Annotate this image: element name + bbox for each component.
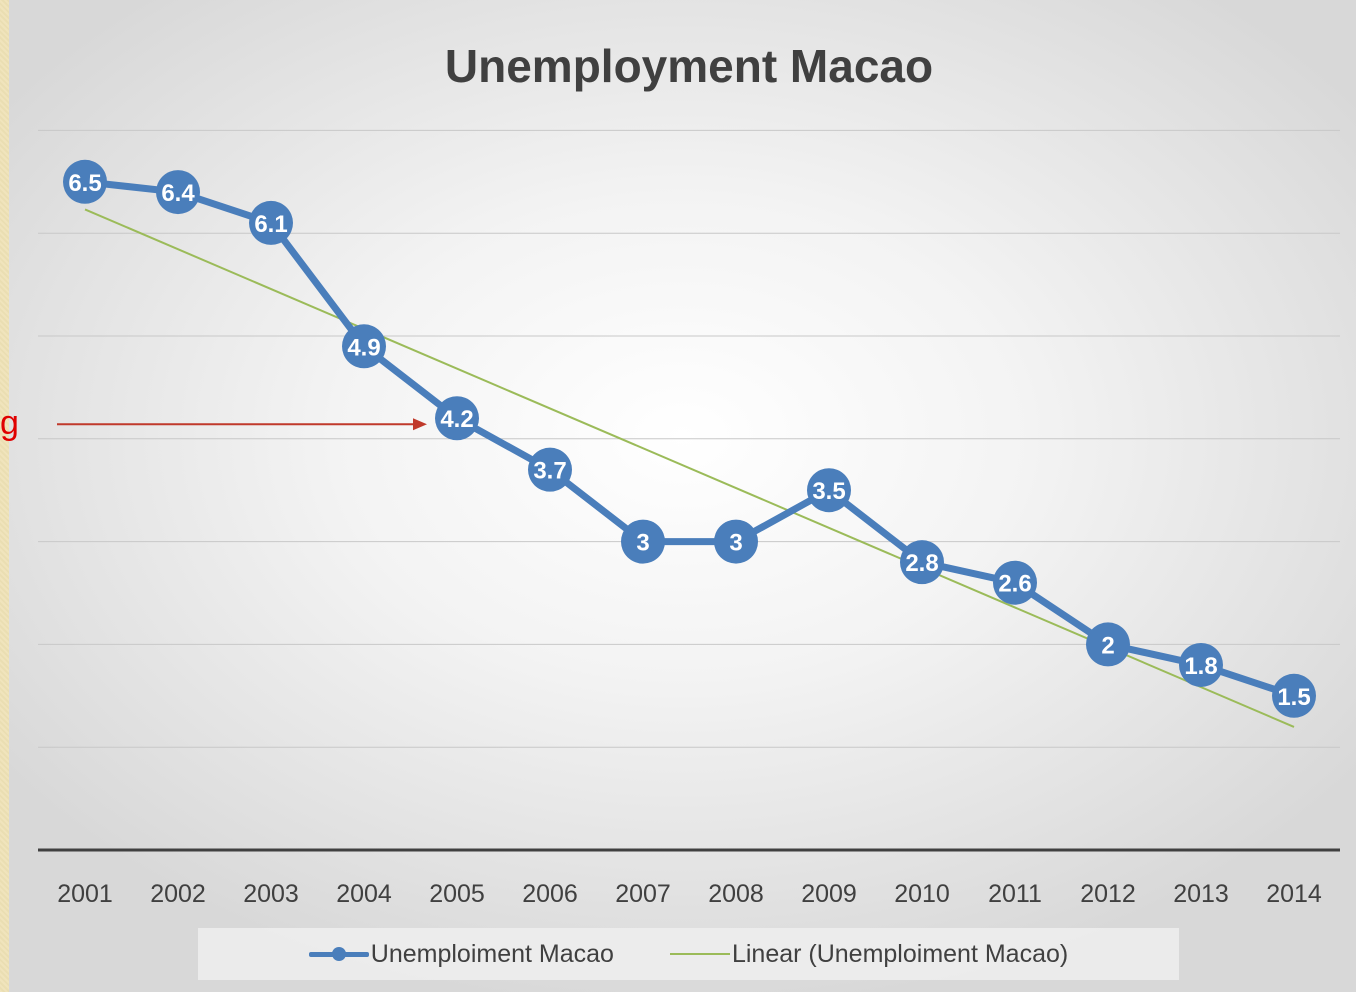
data-point (63, 159, 107, 204)
x-tick-label: 2005 (429, 880, 485, 908)
data-point (528, 447, 572, 492)
x-tick-label: 2007 (615, 880, 671, 908)
x-tick-label: 2013 (1173, 880, 1229, 908)
data-label: 4.9 (347, 334, 380, 361)
data-label: 2 (1101, 632, 1114, 659)
data-point (435, 396, 479, 441)
x-tick-label: 2012 (1080, 880, 1136, 908)
data-label: 3.7 (533, 458, 566, 485)
data-label: 6.5 (68, 170, 101, 197)
data-point (1086, 622, 1130, 667)
data-point (714, 519, 758, 564)
data-label: 1.8 (1184, 653, 1217, 680)
chart-panel (9, 0, 1356, 992)
data-point (1272, 673, 1316, 718)
data-point (249, 200, 293, 245)
legend-entry-series: Unemploiment Macao (308, 939, 614, 969)
legend-series-marker (308, 947, 369, 961)
data-point (807, 468, 851, 513)
legend-entry-trendline: Linear (Unemploiment Macao) (669, 939, 1069, 969)
data-label: 3 (729, 530, 742, 557)
data-point (993, 560, 1037, 605)
annotation-letter: g (0, 404, 19, 442)
x-tick-label: 2008 (708, 880, 764, 908)
data-point (621, 519, 665, 564)
legend-trendline-marker (669, 947, 730, 961)
data-point (1179, 642, 1223, 687)
data-point (342, 324, 386, 369)
data-point (156, 170, 200, 215)
legend-trendline-label: Linear (Unemploiment Macao) (731, 939, 1069, 968)
chart-title: Unemployment Macao (444, 40, 934, 92)
x-tick-label: 2006 (522, 880, 578, 908)
legend-series-label: Unemploiment Macao (370, 939, 614, 968)
x-tick-label: 2009 (801, 880, 857, 908)
legend: Unemploiment Macao Linear (Unemploiment … (198, 928, 1179, 980)
data-label: 6.1 (254, 211, 287, 238)
data-label: 4.2 (440, 406, 473, 433)
x-tick-label: 2014 (1266, 880, 1322, 908)
data-label: 3.5 (812, 478, 845, 505)
data-label: 3 (636, 530, 649, 557)
x-tick-label: 2004 (336, 880, 392, 908)
data-label: 6.4 (161, 180, 195, 207)
x-tick-label: 2011 (988, 880, 1042, 908)
x-tick-label: 2001 (57, 880, 113, 908)
annotation-arrow-head (413, 418, 427, 431)
data-label: 2.8 (905, 550, 938, 577)
data-point (900, 540, 944, 585)
data-label: 2.6 (998, 571, 1031, 598)
data-label: 1.5 (1277, 684, 1310, 711)
x-tick-label: 2002 (150, 880, 206, 908)
x-tick-label: 2003 (243, 880, 299, 908)
x-tick-label: 2010 (894, 880, 950, 908)
